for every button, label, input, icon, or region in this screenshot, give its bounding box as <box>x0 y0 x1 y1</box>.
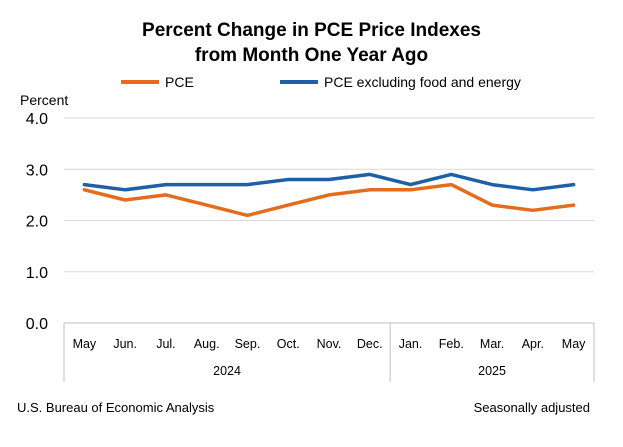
point-core-pce-8 <box>409 183 413 187</box>
chart-title-line-2: from Month One Year Ago <box>194 45 429 66</box>
point-pce-2 <box>164 193 168 197</box>
point-core-pce-10 <box>490 183 494 187</box>
year-label: 2024 <box>213 364 241 378</box>
x-tick-label: Oct. <box>277 337 300 351</box>
y-tick-label: 1.0 <box>26 265 48 282</box>
x-tick-label: Jun. <box>113 337 137 351</box>
point-core-pce-2 <box>164 183 168 187</box>
x-tick-label: Feb. <box>439 337 464 351</box>
point-pce-0 <box>82 188 86 192</box>
legend: PCE PCE excluding food and energy <box>0 74 623 94</box>
point-core-pce-6 <box>327 178 331 181</box>
point-pce-12 <box>572 203 576 207</box>
adjustment-note: Seasonally adjusted <box>473 400 590 415</box>
point-core-pce-4 <box>245 183 249 187</box>
point-core-pce-3 <box>205 183 209 187</box>
legend-item-core-pce: PCE excluding food and energy <box>280 74 521 90</box>
y-tick-label: 3.0 <box>26 162 48 179</box>
point-core-pce-0 <box>82 183 86 187</box>
source-note: U.S. Bureau of Economic Analysis <box>17 400 215 415</box>
point-pce-9 <box>449 183 453 187</box>
x-tick-label: Apr. <box>522 337 544 351</box>
point-core-pce-1 <box>123 188 127 192</box>
point-pce-4 <box>245 213 249 217</box>
y-axis-label: Percent <box>20 92 69 108</box>
series-line-pce <box>82 182 576 218</box>
point-pce-5 <box>286 203 290 207</box>
series-line-core-pce <box>82 172 576 192</box>
point-pce-3 <box>205 203 209 207</box>
point-core-pce-12 <box>572 183 576 187</box>
legend-label-core-pce: PCE excluding food and energy <box>324 74 521 90</box>
point-core-pce-9 <box>449 172 453 176</box>
chart-title-line-1: Percent Change in PCE Price Indexes <box>142 20 481 41</box>
point-core-pce-11 <box>531 188 535 192</box>
point-pce-8 <box>409 188 413 192</box>
y-tick-label: 4.0 <box>26 111 48 128</box>
x-tick-label: May <box>562 337 586 351</box>
x-tick-label: Aug. <box>194 337 220 351</box>
y-tick-label: 2.0 <box>26 214 48 231</box>
x-tick-label: Mar. <box>480 337 504 351</box>
legend-label-pce: PCE <box>165 74 194 90</box>
x-tick-label: Sep. <box>235 337 261 351</box>
point-pce-7 <box>368 188 372 192</box>
point-core-pce-7 <box>368 172 372 176</box>
x-tick-label: Dec. <box>357 337 383 351</box>
point-pce-11 <box>531 208 535 212</box>
y-tick-label: 0.0 <box>26 316 48 333</box>
point-pce-10 <box>490 203 494 207</box>
legend-swatch-core-pce <box>280 80 318 84</box>
legend-item-pce: PCE <box>121 74 194 90</box>
x-tick-label: Jan. <box>399 337 423 351</box>
point-pce-6 <box>327 193 331 197</box>
point-pce-1 <box>123 198 127 202</box>
legend-swatch-pce <box>121 80 159 84</box>
x-tick-label: Nov. <box>317 337 342 351</box>
chart-title: Percent Change in PCE Price Indexes from… <box>0 18 623 68</box>
x-tick-label: May <box>73 337 97 351</box>
x-tick-label: Jul. <box>156 337 175 351</box>
year-label: 2025 <box>478 364 506 378</box>
point-core-pce-5 <box>286 178 290 181</box>
